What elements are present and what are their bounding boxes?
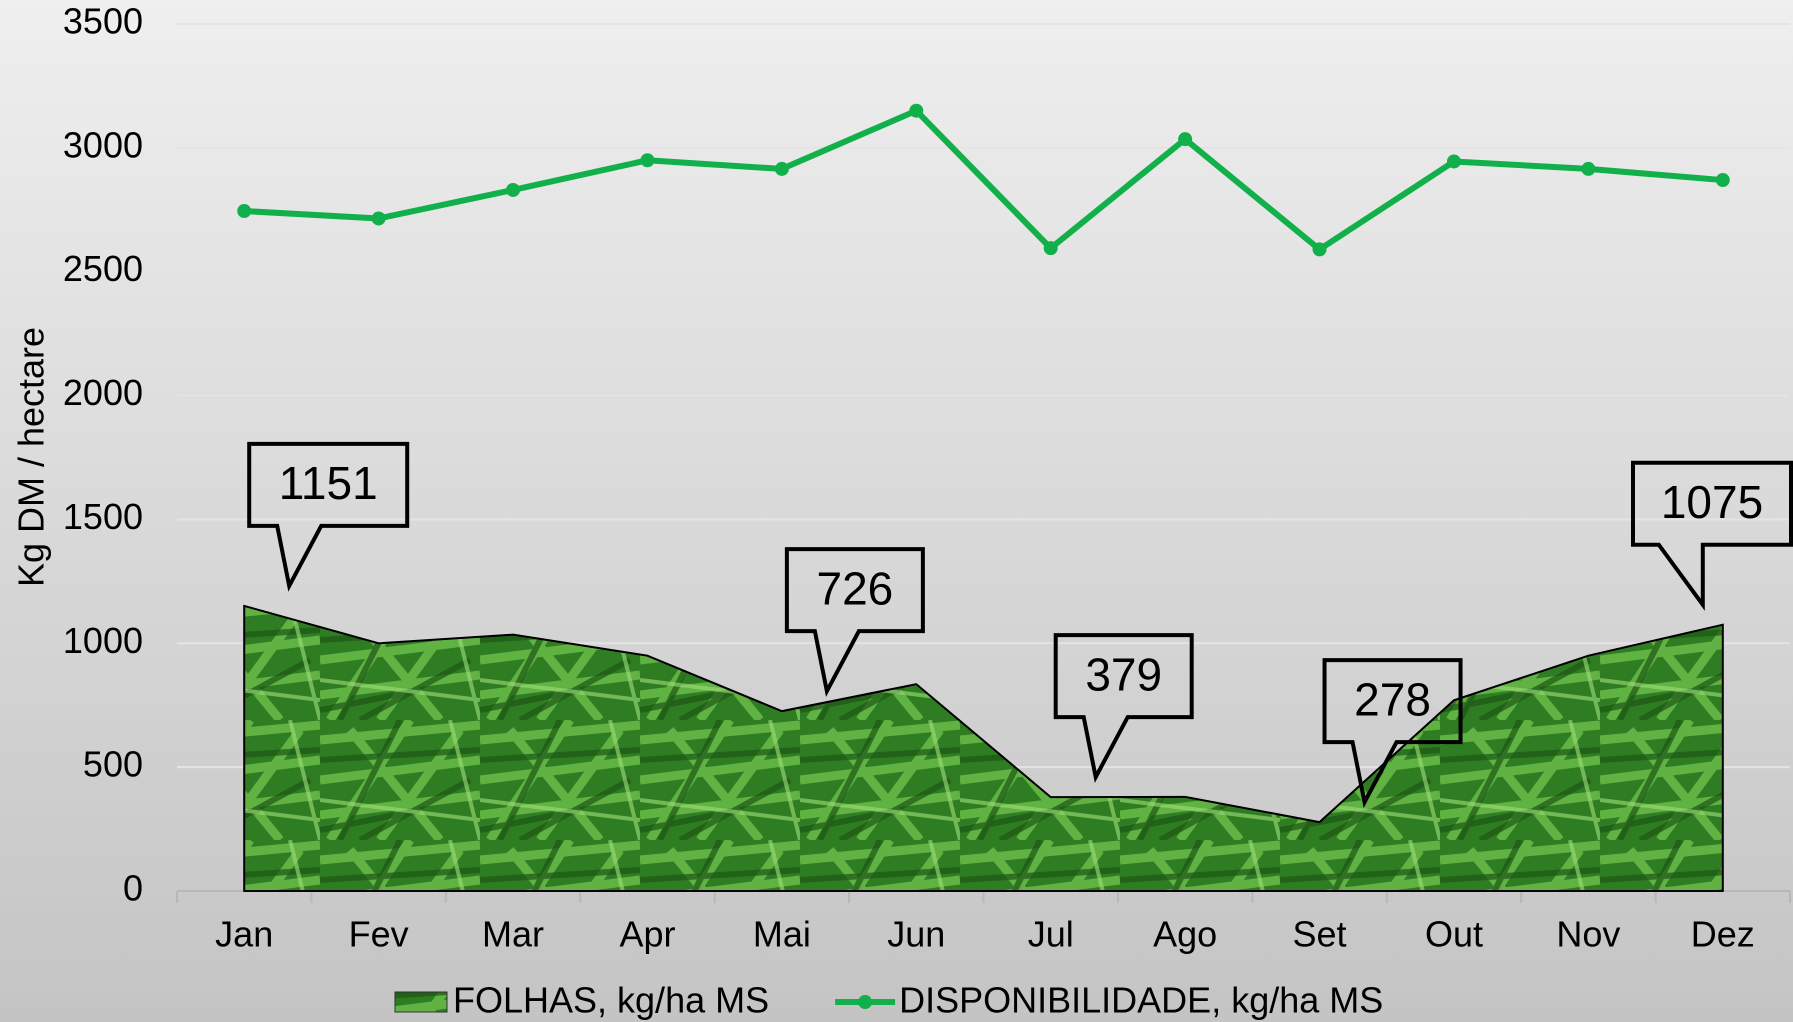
x-tick-label: Jul: [1028, 914, 1074, 955]
point: [1178, 132, 1192, 146]
x-tick-label: Jun: [887, 914, 945, 955]
y-tick-label: 1500: [63, 496, 143, 537]
y-axis-title: Kg DM / hectare: [11, 327, 52, 587]
x-tick-label: Mar: [482, 914, 544, 955]
x-tick-label: Ago: [1153, 914, 1217, 955]
x-tick-label: Mai: [753, 914, 811, 955]
y-tick-label: 1000: [63, 620, 143, 661]
point: [1313, 242, 1327, 256]
legend-label: FOLHAS, kg/ha MS: [453, 980, 769, 1021]
point: [506, 183, 520, 197]
point: [1447, 154, 1461, 168]
page: Kg DM / hectare 0 500 1000 1500 2000 2500 3000…: [0, 0, 1793, 1022]
x-tick-label: Jan: [215, 914, 273, 955]
y-tick-label: 0: [123, 868, 143, 909]
x-tick-label: Fev: [349, 914, 409, 955]
point: [1581, 162, 1595, 176]
point: [909, 104, 923, 118]
x-tick-label: Dez: [1691, 914, 1755, 955]
chart: Kg DM / hectare 0 500 1000 1500 2000 2500 3000…: [0, 0, 1793, 1022]
y-tick-label: 3500: [63, 1, 143, 42]
point: [372, 211, 386, 225]
data-label: 278: [1354, 673, 1431, 725]
y-tick-label: 500: [83, 744, 143, 785]
data-label: 1151: [279, 457, 378, 509]
legend-swatch: [395, 992, 447, 1012]
x-tick-label: Set: [1293, 914, 1347, 955]
x-tick-label: Apr: [619, 914, 675, 955]
point: [1716, 173, 1730, 187]
point: [775, 162, 789, 176]
data-label: 379: [1085, 648, 1162, 700]
legend-label: DISPONIBILIDADE, kg/ha MS: [899, 980, 1383, 1021]
y-tick-label: 3000: [63, 124, 143, 165]
legend-swatch: [858, 995, 872, 1009]
data-label: 1075: [1661, 476, 1763, 528]
point: [1044, 241, 1058, 255]
x-tick-label: Nov: [1556, 914, 1620, 955]
point: [640, 153, 654, 167]
y-tick-label: 2500: [63, 248, 143, 289]
point: [237, 204, 251, 218]
x-tick-label: Out: [1425, 914, 1483, 955]
data-label: 726: [817, 562, 894, 614]
y-tick-label: 2000: [63, 372, 143, 413]
